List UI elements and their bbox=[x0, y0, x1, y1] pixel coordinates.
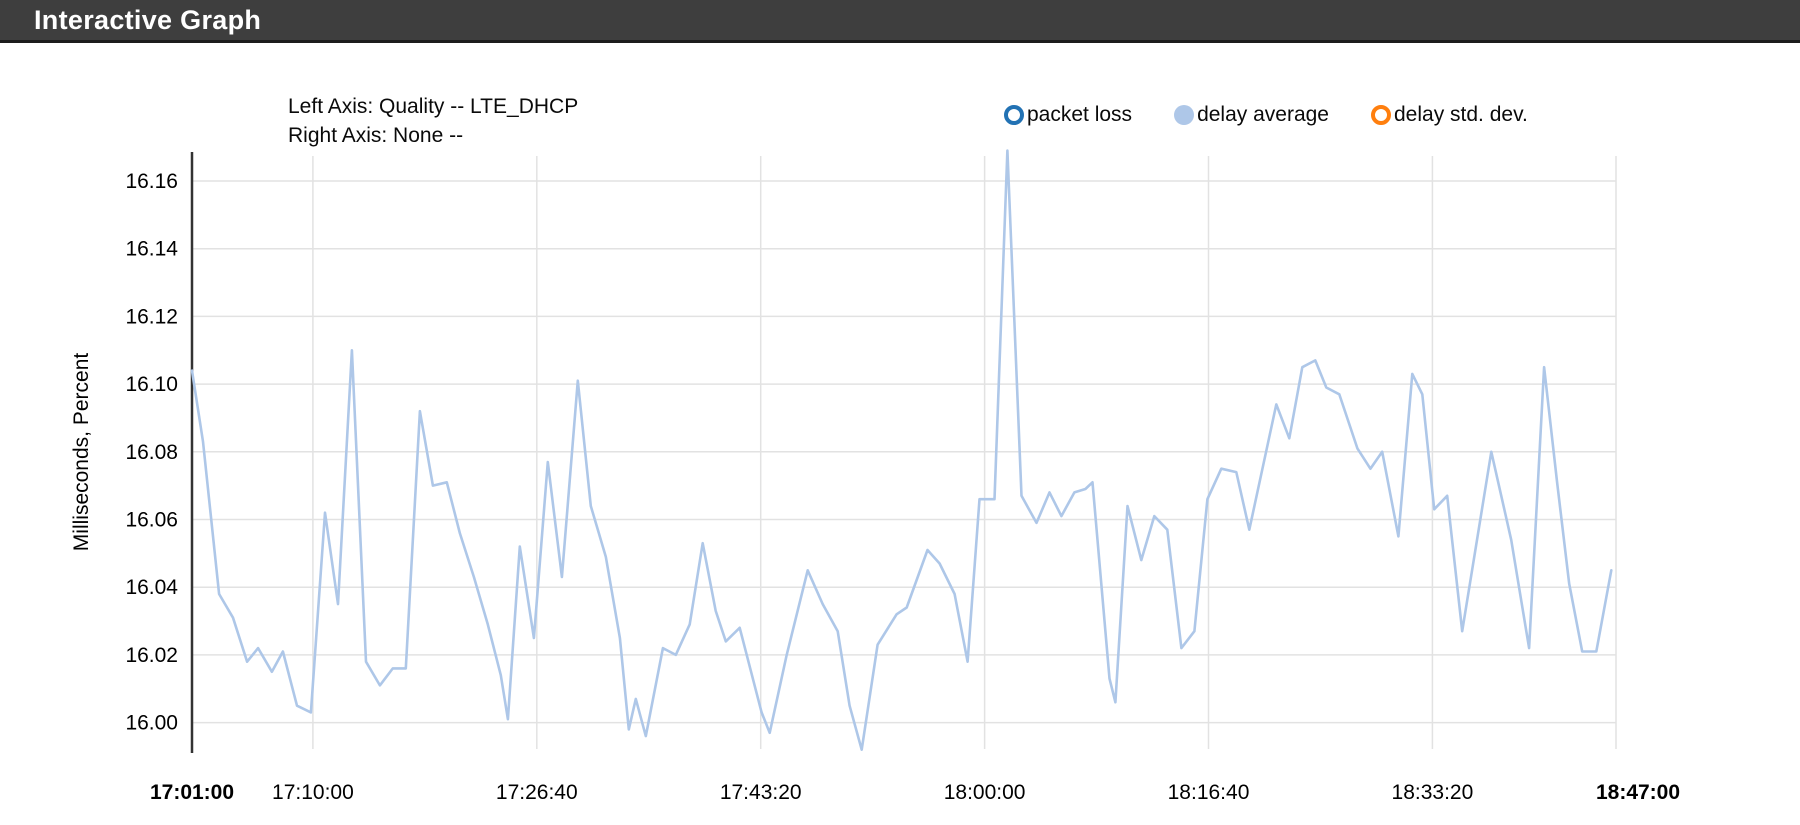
legend-label: delay std. dev. bbox=[1394, 103, 1528, 126]
x-tick-label: 18:00:00 bbox=[944, 781, 1026, 804]
y-tick-label: 16.02 bbox=[125, 644, 178, 667]
delay-average-dot-icon bbox=[1174, 105, 1195, 125]
legend-label: packet loss bbox=[1027, 103, 1133, 126]
y-tick-label: 16.08 bbox=[125, 441, 178, 464]
x-tick-label: 17:43:20 bbox=[720, 781, 802, 804]
axis-description: Left Axis: Quality -- LTE_DHCP Right Axi… bbox=[288, 92, 578, 150]
legend-item-delay-std-dev[interactable]: delay std. dev. bbox=[1371, 103, 1528, 127]
x-tick-label: 18:33:20 bbox=[1392, 781, 1474, 804]
right-axis-label: Right Axis: None -- bbox=[288, 124, 464, 147]
legend: packet loss delay average delay std. dev… bbox=[1004, 103, 1528, 127]
legend-item-packet-loss[interactable]: packet loss bbox=[1004, 103, 1132, 127]
y-tick-label: 16.04 bbox=[125, 576, 178, 599]
series-line-delay-average[interactable] bbox=[190, 149, 1613, 752]
y-tick-label: 16.10 bbox=[125, 373, 178, 396]
legend-label: delay average bbox=[1197, 103, 1329, 126]
header-bar: Interactive Graph bbox=[0, 0, 1800, 43]
y-tick-label: 16.14 bbox=[125, 238, 178, 261]
x-tick-label: 17:10:00 bbox=[272, 781, 354, 804]
y-tick-label: 16.00 bbox=[125, 712, 178, 735]
delay-std-dev-ring-icon bbox=[1371, 105, 1391, 125]
packet-loss-ring-icon bbox=[1004, 105, 1024, 125]
y-axis-title: Milliseconds, Percent bbox=[70, 353, 93, 552]
y-tick-label: 16.16 bbox=[125, 170, 178, 193]
x-tick-label: 18:47:00 bbox=[1596, 781, 1680, 804]
x-tick-label: 18:16:40 bbox=[1168, 781, 1250, 804]
y-tick-label: 16.06 bbox=[125, 509, 178, 532]
page-title: Interactive Graph bbox=[34, 5, 262, 35]
x-tick-label: 17:26:40 bbox=[496, 781, 578, 804]
x-tick-label: 17:01:00 bbox=[150, 781, 234, 804]
left-axis-label: Left Axis: Quality -- LTE_DHCP bbox=[288, 95, 579, 118]
y-tick-label: 16.12 bbox=[125, 305, 178, 328]
legend-item-delay-average[interactable]: delay average bbox=[1174, 103, 1329, 127]
